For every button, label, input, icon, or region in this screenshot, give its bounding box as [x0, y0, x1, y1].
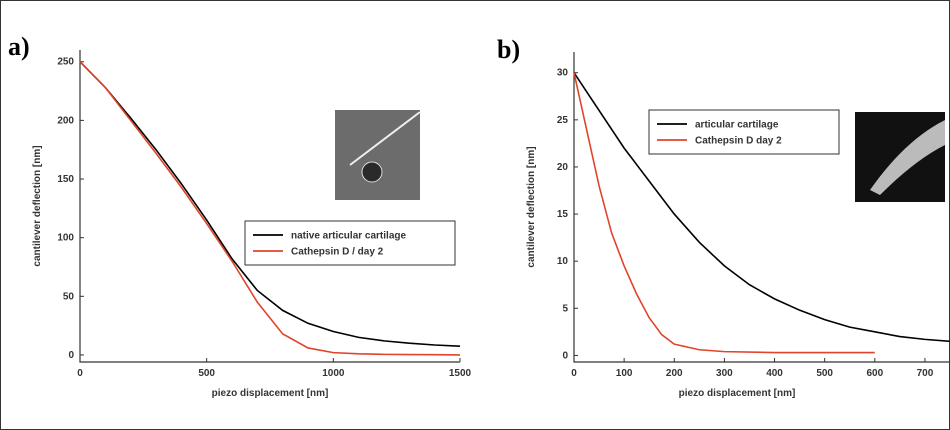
chart: b) 0 100 200 300 400 500 600 700 0 5 10 15 20 25 30 piez…: [497, 35, 950, 399]
panel-label: a): [8, 32, 30, 61]
legend-box: [244, 220, 456, 266]
series-line: [79, 61, 461, 347]
x-tick-label: 0: [571, 368, 577, 379]
y-tick-label: 250: [57, 57, 74, 68]
inset-a: [335, 110, 421, 200]
y-tick-label: 10: [557, 256, 569, 267]
legend-label: articular cartilage: [695, 120, 779, 131]
y-tick-label: 5: [562, 303, 568, 314]
y-tick-label: 50: [63, 291, 75, 302]
inset-b: [855, 112, 945, 202]
y-tick-label: 150: [57, 174, 74, 185]
y-axis-label: cantilever deflection [nm]: [526, 146, 537, 267]
x-tick-label: 600: [866, 368, 883, 379]
x-tick-label: 1000: [322, 368, 345, 379]
y-tick-label: 200: [57, 115, 74, 126]
series-line: [79, 61, 461, 356]
legend-box: [648, 109, 840, 155]
y-tick-label: 0: [68, 350, 74, 361]
x-axis-label: piezo displacement [nm]: [212, 388, 329, 399]
legend-label: native articular cartilage: [291, 231, 406, 242]
y-tick-label: 100: [57, 233, 74, 244]
chart: a) 0 500 1000 1500 0 50 100 150 200 250 piezo displ…: [8, 32, 472, 399]
legend-label: Cathepsin D / day 2: [291, 247, 384, 258]
legend: native articular cartilage Cathepsin D / …: [244, 220, 456, 266]
y-axis-label: cantilever deflection [nm]: [32, 145, 43, 266]
x-tick-label: 500: [816, 368, 833, 379]
x-tick-label: 300: [716, 368, 733, 379]
y-tick-label: 0: [562, 350, 568, 361]
series-line: [573, 72, 875, 354]
x-tick-label: 700: [917, 368, 934, 379]
y-tick-label: 25: [557, 115, 569, 126]
y-tick-label: 15: [557, 209, 569, 220]
legend: articular cartilage Cathepsin D day 2: [648, 109, 840, 155]
x-tick-label: 400: [766, 368, 783, 379]
x-tick-label: 1500: [449, 368, 472, 379]
x-tick-label: 100: [616, 368, 633, 379]
x-axis-label: piezo displacement [nm]: [679, 388, 796, 399]
legend-label: Cathepsin D day 2: [695, 136, 782, 147]
y-tick-label: 20: [557, 162, 569, 173]
x-tick-label: 500: [198, 368, 215, 379]
panel-label: b): [497, 35, 520, 64]
x-tick-label: 0: [77, 368, 83, 379]
x-tick-label: 200: [666, 368, 683, 379]
y-tick-label: 30: [557, 68, 569, 79]
series-line: [573, 72, 950, 343]
